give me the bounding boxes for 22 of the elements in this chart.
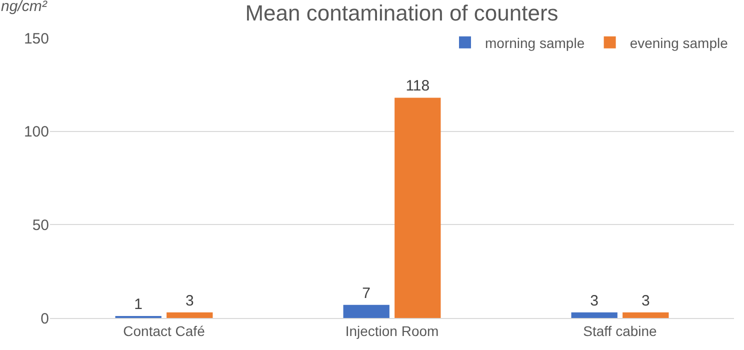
y-axis-title: ng/cm²	[1, 0, 48, 15]
x-tick-label: Staff cabine	[583, 322, 658, 339]
y-tick-label: 50	[32, 216, 49, 234]
y-tick-label: 150	[24, 30, 49, 48]
bar	[622, 312, 669, 318]
bar	[343, 304, 390, 318]
bar	[571, 312, 618, 318]
bar	[166, 312, 213, 318]
data-label: 3	[185, 292, 194, 310]
y-tick-label: 0	[40, 310, 49, 328]
legend-label: morning sample	[485, 34, 585, 51]
x-tick-label: Injection Room	[345, 322, 439, 339]
bar	[394, 98, 441, 318]
chart-title: Mean contamination of counters	[245, 0, 558, 26]
data-label: 3	[590, 292, 599, 310]
data-label: 118	[406, 78, 430, 95]
legend-label: evening sample	[630, 34, 728, 51]
data-label: 3	[641, 292, 650, 310]
y-tick-label: 100	[24, 124, 49, 141]
data-label: 7	[362, 284, 371, 302]
x-tick-label: Contact Café	[123, 322, 206, 339]
data-label: 1	[134, 296, 143, 313]
